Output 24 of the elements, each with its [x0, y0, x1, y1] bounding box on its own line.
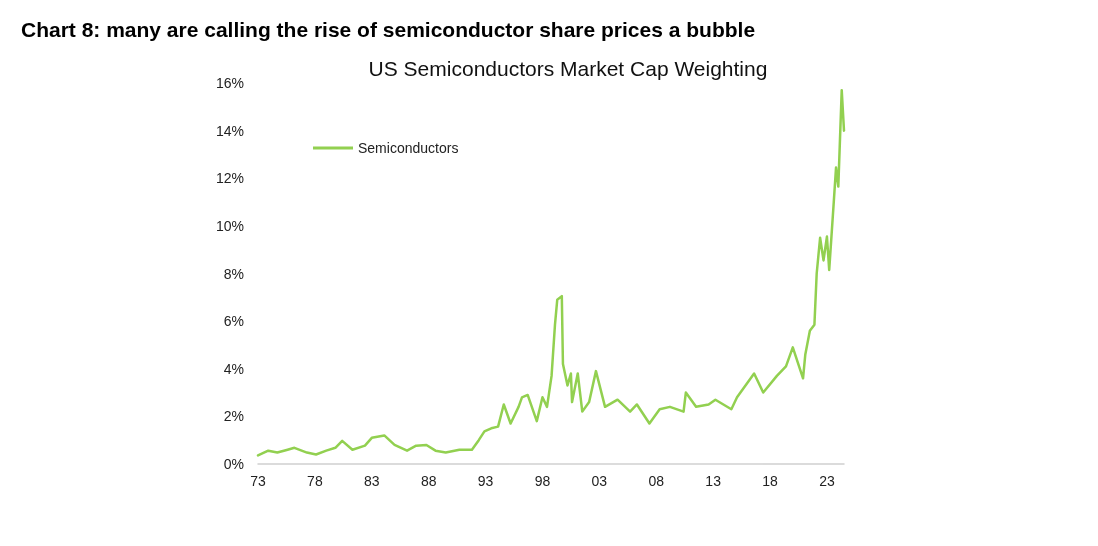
x-tick-label: 98 [534, 473, 551, 489]
x-tick-label: 23 [819, 473, 835, 489]
x-tick-label: 13 [705, 473, 722, 489]
y-tick-label: 12% [215, 170, 244, 187]
line-series [256, 88, 846, 457]
y-tick-label: 6% [223, 313, 244, 330]
chart-subtitle: US Semiconductors Market Cap Weighting [368, 57, 768, 80]
x-tick-label: 08 [648, 473, 665, 489]
x-tick-label: 93 [477, 473, 494, 489]
legend-label: Semiconductors [358, 140, 459, 156]
y-tick-label: 0% [223, 456, 244, 472]
y-tick-label: 16% [215, 75, 244, 91]
chart-title: Chart 8: many are calling the rise of semiconductor share prices a bubble [21, 18, 756, 41]
y-tick-label: 4% [223, 360, 244, 377]
x-tick-label: 73 [250, 473, 266, 489]
x-tick-label: 03 [591, 473, 608, 489]
x-tick-label: 88 [420, 473, 437, 489]
y-tick-label: 10% [215, 217, 244, 234]
y-tick-label: 14% [215, 122, 244, 139]
x-tick-label: 18 [762, 473, 779, 489]
y-tick-label: 2% [223, 408, 244, 425]
x-tick-label: 83 [364, 473, 380, 489]
x-tick-label: 78 [307, 473, 323, 489]
y-tick-label: 8% [223, 265, 244, 282]
